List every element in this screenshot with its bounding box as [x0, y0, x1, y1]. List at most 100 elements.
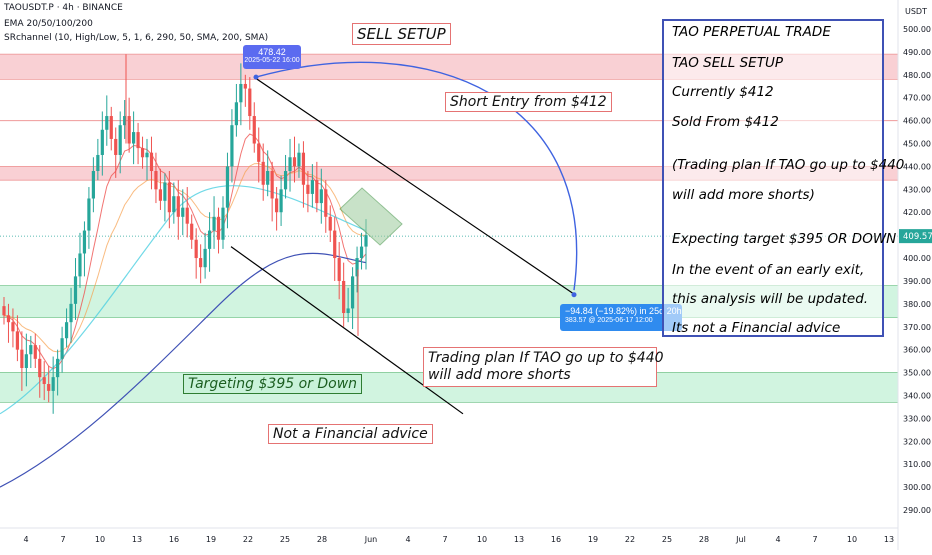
x-tick-label: 25: [280, 535, 290, 544]
x-tick-label: 10: [477, 535, 487, 544]
x-tick-label: 10: [847, 535, 857, 544]
candle-body: [2, 306, 6, 316]
candle-body: [207, 230, 212, 249]
y-tick-label: 480.00: [903, 71, 931, 80]
y-tick-label: 430.00: [903, 185, 931, 194]
x-tick-label: 28: [317, 535, 327, 544]
y-tick-label: 360.00: [903, 346, 931, 355]
y-tick-label: 390.00: [903, 277, 931, 286]
candle-body: [315, 180, 319, 204]
candle-body: [252, 116, 256, 144]
candle-body: [346, 308, 350, 314]
x-tick-label: 7: [812, 535, 817, 544]
candle-body: [100, 129, 104, 155]
trading-plan-note: Trading plan If TAO go up to $440 will a…: [423, 347, 664, 387]
candle-body: [105, 116, 109, 130]
candle-body: [342, 280, 346, 314]
x-tick-label: 10: [95, 535, 105, 544]
x-tick-label: 19: [206, 535, 216, 544]
current-price-text: 409.57: [903, 232, 932, 242]
candle-body: [56, 358, 60, 378]
y-tick-label: 440.00: [903, 162, 931, 171]
x-tick-label: 4: [23, 535, 28, 544]
x-tick-label: 13: [884, 535, 894, 544]
candle-body: [29, 345, 33, 355]
ema-50-line: [3, 162, 366, 353]
candle-body: [82, 230, 87, 254]
srchannel-indicator-label[interactable]: SRchannel (10, High/Low, 5, 1, 6, 290, 5…: [4, 33, 269, 43]
current-price-tag: [899, 229, 932, 244]
candle-body: [24, 354, 28, 368]
swing-high-date: 2025-05-22 16:00: [244, 57, 300, 64]
measure-target: 383.57 @ 2025-06-17 12:00: [565, 317, 653, 324]
y-tick-label: 370.00: [903, 323, 931, 332]
candle-body: [301, 152, 306, 185]
candle-body: [60, 338, 64, 359]
candle-body: [248, 88, 252, 117]
candle-body: [364, 235, 368, 247]
y-tick-label: 460.00: [903, 117, 931, 126]
panel-line: TAO PERPETUAL TRADE: [672, 24, 831, 40]
entry-box: [339, 187, 403, 246]
candle-body: [42, 377, 46, 385]
price-range-measure[interactable]: −94.84 (−19.82%) in 25d 20h 383.57 @ 202…: [560, 304, 682, 331]
candle-body: [306, 184, 310, 194]
candle-body: [333, 230, 337, 259]
trade-info-panel: [662, 19, 884, 337]
candle-body: [328, 216, 332, 231]
candle-body: [149, 152, 154, 172]
candle-body: [350, 276, 355, 309]
x-tick-label: 22: [243, 535, 253, 544]
candle-body: [123, 116, 127, 126]
candle-body: [132, 132, 136, 144]
y-tick-label: 380.00: [903, 300, 931, 309]
y-tick-label: 470.00: [903, 94, 931, 103]
candle-body: [212, 216, 216, 231]
candle-body: [239, 83, 243, 103]
candle-body: [87, 198, 91, 231]
candle-body: [257, 143, 261, 162]
x-tick-label: 16: [169, 535, 179, 544]
candle-body: [163, 182, 167, 201]
candle-body: [310, 180, 314, 194]
sell-setup-label: SELL SETUP: [352, 23, 451, 45]
channel-upper-line: [253, 76, 576, 296]
candle-body: [73, 276, 78, 304]
x-tick-label: 19: [588, 535, 598, 544]
not-advice-label: Not a Financial advice: [268, 424, 433, 444]
x-tick-label: Jul: [735, 535, 746, 544]
swing-high-marker[interactable]: 478.42 2025-05-22 16:00: [243, 45, 301, 69]
panel-line: Currently $412: [672, 84, 774, 100]
candle-body: [91, 171, 95, 199]
candle-body: [96, 154, 100, 172]
short-entry-label: Short Entry from $412: [445, 92, 612, 112]
candle-body: [225, 166, 230, 208]
x-tick-label: 13: [132, 535, 142, 544]
y-tick-label: 290.00: [903, 506, 931, 515]
measure-change: −94.84 (−19.82%) in 25d 20h: [565, 306, 682, 316]
panel-line: will add more shorts): [672, 187, 815, 203]
panel-line: this analysis will be updated.: [672, 291, 869, 307]
y-tick-label: 340.00: [903, 391, 931, 400]
candle-body: [176, 196, 180, 217]
projection-target-dot: [571, 292, 577, 298]
panel-line: TAO SELL SETUP: [672, 55, 783, 71]
candle-body: [69, 303, 73, 323]
ema-indicator-label[interactable]: EMA 20/50/100/200: [4, 19, 93, 29]
candle-body: [140, 148, 145, 158]
panel-line: Its not a Financial advice: [672, 320, 841, 336]
y-tick-label: 310.00: [903, 460, 931, 469]
candle-body: [109, 116, 113, 139]
panel-line: (Trading plan If TAO go up to $440: [672, 157, 905, 173]
panel-line: Sold From $412: [672, 114, 779, 130]
x-tick-label: 4: [775, 535, 780, 544]
candle-body: [234, 102, 238, 126]
candle-body: [78, 253, 82, 277]
candle-body: [243, 83, 247, 89]
candle-body: [11, 322, 15, 332]
candle-body: [194, 239, 198, 259]
candle-body: [33, 345, 37, 359]
candle-body: [136, 132, 140, 149]
candle-body: [297, 152, 301, 167]
